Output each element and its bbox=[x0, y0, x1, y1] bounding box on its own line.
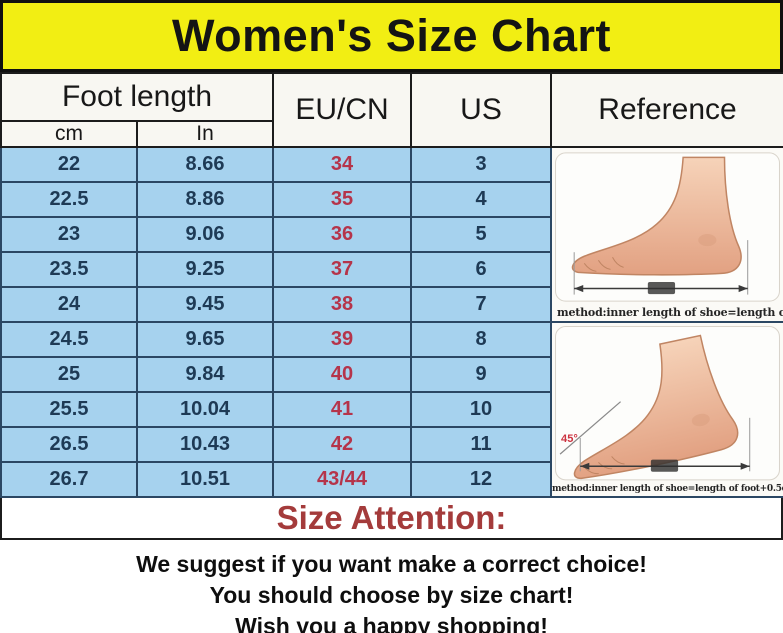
table-row: 24.5 9.65 39 8 bbox=[0, 321, 783, 498]
cell-inch: 9.65 bbox=[135, 321, 275, 358]
cell-us: 12 bbox=[410, 461, 553, 498]
cell-cm: 24.5 bbox=[0, 321, 138, 358]
cell-us: 3 bbox=[410, 146, 553, 183]
cell-cm: 22.5 bbox=[0, 181, 138, 218]
notes-block: We suggest if you want make a correct ch… bbox=[0, 540, 783, 633]
cell-us: 6 bbox=[410, 251, 553, 288]
size-table-header: Foot length EU/CN US Reference cm In bbox=[0, 72, 783, 148]
reference-header: Reference bbox=[550, 72, 783, 148]
cm-header: cm bbox=[0, 120, 138, 148]
cell-eu: 35 bbox=[272, 181, 413, 218]
measure-label-smudge bbox=[650, 459, 679, 472]
note-line: Wish you a happy shopping! bbox=[235, 613, 548, 633]
cell-eu: 40 bbox=[272, 356, 413, 393]
cell-inch: 9.06 bbox=[135, 216, 275, 253]
cell-cm: 23.5 bbox=[0, 251, 138, 288]
cell-eu: 37 bbox=[272, 251, 413, 288]
cell-eu: 43/44 bbox=[272, 461, 413, 498]
header-row-units: cm In bbox=[0, 120, 783, 148]
table-row: 23 9.06 36 5 bbox=[0, 216, 783, 253]
size-attention-heading: Size Attention: bbox=[276, 499, 507, 536]
page-title: Women's Size Chart bbox=[172, 10, 611, 61]
table-row: 24 9.45 38 7 bbox=[0, 286, 783, 323]
cell-us: 5 bbox=[410, 216, 553, 253]
note-line: You should choose by size chart! bbox=[209, 582, 574, 608]
table-row: 25.5 10.04 41 10 bbox=[0, 391, 783, 428]
us-header: US bbox=[410, 72, 553, 148]
cell-inch: 9.84 bbox=[135, 356, 275, 393]
foot-tilted-illustration: 45° bbox=[552, 323, 783, 481]
cell-cm: 26.5 bbox=[0, 426, 138, 463]
foot-length-header: Foot length bbox=[0, 72, 275, 122]
cell-us: 8 bbox=[410, 321, 553, 358]
cell-eu: 38 bbox=[272, 286, 413, 323]
cell-inch: 9.45 bbox=[135, 286, 275, 323]
cell-us: 10 bbox=[410, 391, 553, 428]
reference-figure-bottom: 45° method:inner length of shoe=length o… bbox=[550, 321, 783, 498]
note-line: We suggest if you want make a correct ch… bbox=[136, 551, 647, 577]
measure-label-smudge bbox=[647, 281, 676, 295]
angle-label: 45° bbox=[561, 433, 578, 445]
cell-eu: 39 bbox=[272, 321, 413, 358]
cell-cm: 25.5 bbox=[0, 391, 138, 428]
reference-figure-bottom-inner: 45° method:inner length of shoe=length o… bbox=[552, 323, 783, 496]
cell-eu: 42 bbox=[272, 426, 413, 463]
cell-eu: 41 bbox=[272, 391, 413, 428]
reference-figure-top-inner: method:inner length of shoe=length of fo… bbox=[552, 148, 783, 321]
table-row: 22.5 8.86 35 4 bbox=[0, 181, 783, 218]
cell-cm: 24 bbox=[0, 286, 138, 323]
cell-inch: 10.51 bbox=[135, 461, 275, 498]
size-attention-band: Size Attention: bbox=[0, 498, 783, 540]
table-row: 22 8.66 34 3 bbox=[0, 146, 783, 323]
table-row: 23.5 9.25 37 6 bbox=[0, 251, 783, 288]
eu-cn-header: EU/CN bbox=[272, 72, 413, 148]
cell-inch: 8.86 bbox=[135, 181, 275, 218]
cell-cm: 22 bbox=[0, 146, 138, 183]
cell-inch: 8.66 bbox=[135, 146, 275, 183]
cell-cm: 23 bbox=[0, 216, 138, 253]
reference-figure-top: method:inner length of shoe=length of fo… bbox=[550, 146, 783, 323]
cell-inch: 9.25 bbox=[135, 251, 275, 288]
foot-side-illustration bbox=[552, 148, 783, 304]
cell-inch: 10.43 bbox=[135, 426, 275, 463]
cell-cm: 25 bbox=[0, 356, 138, 393]
table-row: 25 9.84 40 9 bbox=[0, 356, 783, 393]
cell-us: 11 bbox=[410, 426, 553, 463]
cell-us: 7 bbox=[410, 286, 553, 323]
cell-us: 4 bbox=[410, 181, 553, 218]
header-row-main: Foot length EU/CN US Reference bbox=[0, 72, 783, 148]
cell-eu: 36 bbox=[272, 216, 413, 253]
measure-method-caption: method:inner length of shoe=length of fo… bbox=[552, 484, 783, 495]
table-row: 26.5 10.43 42 11 bbox=[0, 426, 783, 463]
inch-header: In bbox=[135, 120, 275, 148]
cell-cm: 26.7 bbox=[0, 461, 138, 498]
cell-us: 9 bbox=[410, 356, 553, 393]
size-table: Foot length EU/CN US Reference cm In 22 … bbox=[0, 72, 783, 498]
measure-method-caption: method:inner length of shoe=length of fo… bbox=[557, 306, 783, 319]
cell-inch: 10.04 bbox=[135, 391, 275, 428]
cell-eu: 34 bbox=[272, 146, 413, 183]
table-row: 26.7 10.51 43/44 12 bbox=[0, 461, 783, 498]
title-band: Women's Size Chart bbox=[0, 0, 783, 72]
